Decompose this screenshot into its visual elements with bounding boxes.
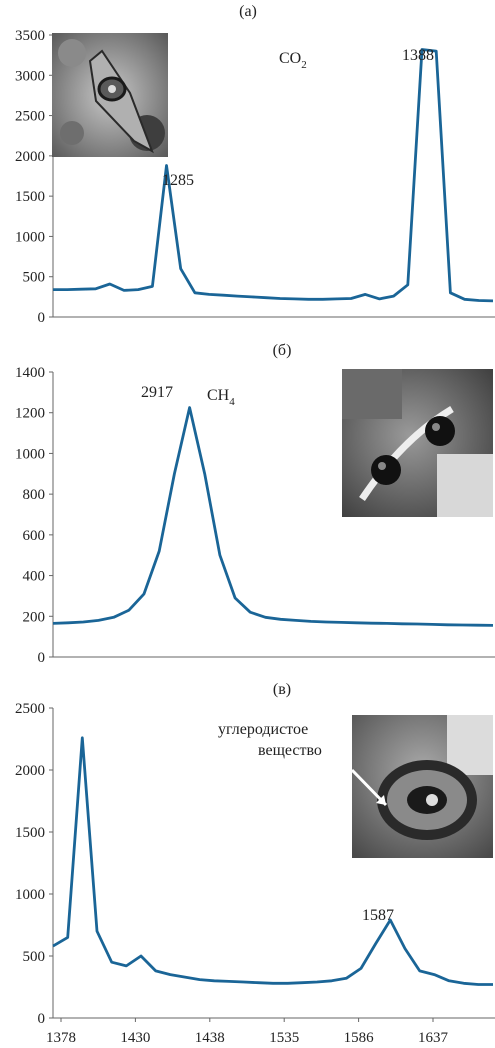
panel-a-label: (а) (239, 3, 257, 20)
y-tick-label: 0 (38, 1011, 46, 1027)
panel-a-peak-label-1285: 1285 (162, 172, 194, 189)
y-tick-label: 3000 (15, 68, 45, 84)
panel-a-compound-label: CO2 (279, 50, 307, 71)
x-tick-label: 1586 (344, 1030, 375, 1046)
y-tick-label: 1000 (15, 229, 45, 245)
panel-b-ch4-spectrum-line (52, 406, 494, 627)
x-tick-label: 1430 (120, 1030, 150, 1046)
panel-c-annotation-line1: углеродистое (218, 721, 308, 738)
inclusion-photo-ch4 (342, 369, 493, 517)
panel-b-peak-label-2917: 2917 (141, 384, 173, 401)
y-tick-label: 2500 (15, 701, 45, 717)
panel-c-y-ticks: 0 500 1000 1500 2000 2500 (15, 701, 53, 1027)
inclusion-photo-carbon (352, 715, 493, 858)
y-tick-label: 800 (23, 487, 46, 503)
panel-c-label: (в) (273, 681, 291, 698)
y-tick-label: 0 (38, 650, 46, 666)
y-tick-label: 400 (23, 569, 46, 585)
x-tick-label: 1535 (269, 1030, 299, 1046)
y-tick-label: 2000 (15, 149, 45, 165)
x-tick-label: 1378 (46, 1030, 76, 1046)
panel-a-y-ticks: 0 500 1000 1500 2000 2500 3000 3500 (15, 28, 53, 326)
panel-c-peak-label-1587: 1587 (362, 907, 394, 924)
x-tick-label: 1637 (418, 1030, 449, 1046)
panel-a-co2-spectrum-line (53, 48, 494, 303)
y-tick-label: 0 (38, 310, 46, 326)
y-tick-label: 1500 (15, 189, 45, 205)
panel-a-peak-label-1388: 1388 (402, 47, 434, 64)
y-tick-label: 1200 (15, 406, 45, 422)
panel-b-y-ticks: 0 200 400 600 800 1000 1200 1400 (15, 365, 53, 666)
panel-b-compound-label: CH4 (207, 387, 235, 408)
y-tick-label: 1400 (15, 365, 45, 381)
y-tick-label: 2500 (15, 109, 45, 125)
y-tick-label: 3500 (15, 28, 45, 44)
y-tick-label: 500 (23, 270, 46, 286)
y-tick-label: 500 (23, 949, 46, 965)
y-tick-label: 600 (23, 528, 46, 544)
panel-c-annotation-line2: вещество (258, 742, 322, 759)
panel-b-label: (б) (273, 342, 292, 359)
y-tick-label: 1000 (15, 446, 45, 462)
y-tick-label: 1000 (15, 887, 45, 903)
y-tick-label: 2000 (15, 763, 45, 779)
inclusion-photo-co2 (52, 33, 168, 157)
panel-c-carbon-spectrum-line (52, 736, 493, 986)
y-tick-label: 200 (23, 609, 46, 625)
y-tick-label: 1500 (15, 825, 45, 841)
panel-c-x-ticks: 1378 1430 1438 1535 1586 1637 (46, 1018, 449, 1046)
x-tick-label: 1438 (195, 1030, 225, 1046)
